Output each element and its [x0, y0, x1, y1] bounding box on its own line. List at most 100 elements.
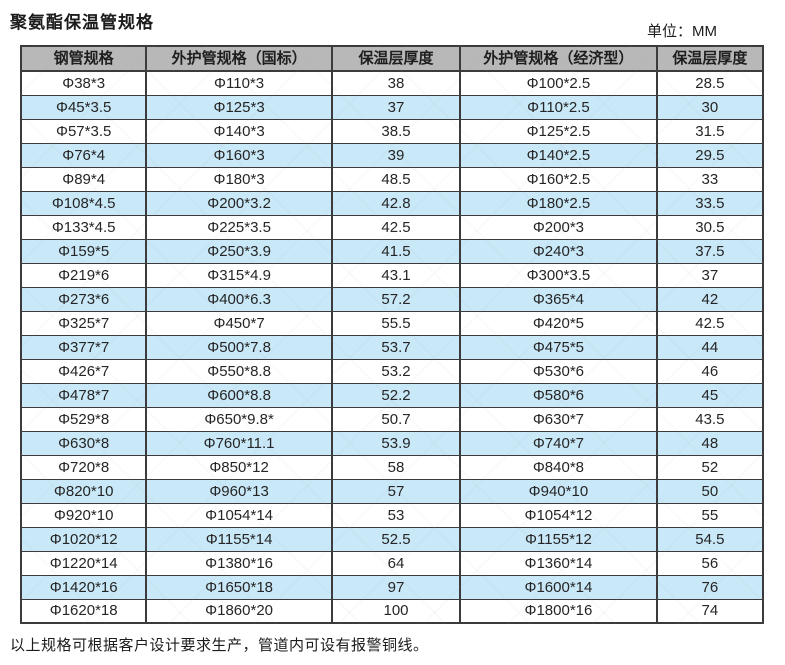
table-cell: Φ180*2.5	[459, 190, 658, 216]
table-cell: Φ125*2.5	[459, 118, 658, 144]
table-cell: 45	[655, 382, 765, 408]
table-cell: 30.5	[655, 214, 765, 240]
table-cell: Φ76*4	[19, 142, 148, 168]
table-row: Φ89*4 Φ180*3 48.5 Φ160*2.5 33	[19, 166, 765, 192]
table-cell: 42	[655, 286, 765, 312]
table-row: Φ57*3.5 Φ140*3 38.5 Φ125*2.5 31.5	[19, 118, 765, 144]
table-cell: 53.7	[330, 334, 462, 360]
spec-table-head: 钢管规格 外护管规格（国标） 保温层厚度 外护管规格（经济型） 保温层厚度	[19, 45, 765, 72]
table-cell: 56	[655, 550, 765, 576]
table-cell: Φ240*3	[459, 238, 658, 264]
table-cell: Φ1020*12	[19, 526, 148, 552]
table-cell: 55	[655, 502, 765, 528]
header-row: 钢管规格 外护管规格（国标） 保温层厚度 外护管规格（经济型） 保温层厚度	[19, 45, 765, 72]
table-cell: Φ478*7	[19, 382, 148, 408]
table-cell: 52	[655, 454, 765, 480]
table-cell: Φ850*12	[145, 454, 333, 480]
table-cell: Φ1800*16	[459, 598, 658, 624]
table-cell: Φ740*7	[459, 430, 658, 456]
table-cell: Φ100*2.5	[459, 70, 658, 96]
table-cell: Φ377*7	[19, 334, 148, 360]
table-cell: Φ89*4	[19, 166, 148, 192]
table-cell: Φ500*7.8	[145, 334, 333, 360]
table-cell: 53.9	[330, 430, 462, 456]
table-cell: 55.5	[330, 310, 462, 336]
table-row: Φ219*6 Φ315*4.9 43.1 Φ300*3.5 37	[19, 262, 765, 288]
table-cell: 31.5	[655, 118, 765, 144]
table-cell: 42.5	[655, 310, 765, 336]
table-cell: Φ110*2.5	[459, 94, 658, 120]
table-cell: Φ420*5	[459, 310, 658, 336]
table-row: Φ38*3 Φ110*3 38 Φ100*2.5 28.5	[19, 70, 765, 96]
table-cell: 52.5	[330, 526, 462, 552]
table-cell: Φ760*11.1	[145, 430, 333, 456]
table-cell: Φ200*3.2	[145, 190, 333, 216]
table-row: Φ630*8 Φ760*11.1 53.9 Φ740*7 48	[19, 430, 765, 456]
table-cell: 57.2	[330, 286, 462, 312]
table-cell: Φ57*3.5	[19, 118, 148, 144]
column-header: 外护管规格（经济型）	[459, 45, 658, 72]
table-cell: 37.5	[655, 238, 765, 264]
page-title: 聚氨酯保温管规格	[10, 13, 154, 32]
table-row: Φ920*10 Φ1054*14 53 Φ1054*12 55	[19, 502, 765, 528]
table-cell: Φ1220*14	[19, 550, 148, 576]
column-header: 钢管规格	[19, 45, 148, 72]
table-cell: Φ250*3.9	[145, 238, 333, 264]
table-cell: 48	[655, 430, 765, 456]
table-cell: 39	[330, 142, 462, 168]
table-cell: Φ1620*18	[19, 598, 148, 624]
table-cell: Φ1054*12	[459, 502, 658, 528]
table-cell: Φ426*7	[19, 358, 148, 384]
table-cell: Φ300*3.5	[459, 262, 658, 288]
table-cell: Φ920*10	[19, 502, 148, 528]
table-cell: 50.7	[330, 406, 462, 432]
table-cell: 29.5	[655, 142, 765, 168]
table-cell: 50	[655, 478, 765, 504]
spec-table-container: 钢管规格 外护管规格（国标） 保温层厚度 外护管规格（经济型） 保温层厚度 Φ38*3 Φ…	[19, 45, 765, 624]
table-cell: Φ600*8.8	[145, 382, 333, 408]
table-cell: 74	[655, 598, 765, 624]
table-cell: Φ133*4.5	[19, 214, 148, 240]
table-cell: 97	[330, 574, 462, 600]
table-cell: 33.5	[655, 190, 765, 216]
table-cell: 58	[330, 454, 462, 480]
table-cell: Φ225*3.5	[145, 214, 333, 240]
table-cell: Φ960*13	[145, 478, 333, 504]
table-cell: Φ108*4.5	[19, 190, 148, 216]
table-cell: Φ38*3	[19, 70, 148, 96]
table-cell: 54.5	[655, 526, 765, 552]
table-row: Φ1620*18 Φ1860*20 100 Φ1800*16 74	[19, 598, 765, 624]
table-cell: Φ650*9.8*	[145, 406, 333, 432]
table-row: Φ529*8 Φ650*9.8* 50.7 Φ630*7 43.5	[19, 406, 765, 432]
table-cell: 42.8	[330, 190, 462, 216]
table-cell: Φ1420*16	[19, 574, 148, 600]
table-cell: Φ140*2.5	[459, 142, 658, 168]
table-cell: Φ125*3	[145, 94, 333, 120]
table-row: Φ1020*12 Φ1155*14 52.5 Φ1155*12 54.5	[19, 526, 765, 552]
table-cell: 44	[655, 334, 765, 360]
table-cell: Φ630*7	[459, 406, 658, 432]
table-cell: 37	[330, 94, 462, 120]
table-cell: Φ840*8	[459, 454, 658, 480]
unit-label: 单位：MM	[647, 23, 717, 40]
table-cell: 42.5	[330, 214, 462, 240]
table-cell: Φ110*3	[145, 70, 333, 96]
table-cell: Φ365*4	[459, 286, 658, 312]
table-cell: Φ529*8	[19, 406, 148, 432]
table-cell: Φ45*3.5	[19, 94, 148, 120]
table-cell: 43.5	[655, 406, 765, 432]
table-row: Φ426*7 Φ550*8.8 53.2 Φ530*6 46	[19, 358, 765, 384]
table-cell: 57	[330, 478, 462, 504]
column-header: 保温层厚度	[330, 45, 462, 72]
table-cell: 53	[330, 502, 462, 528]
column-header: 外护管规格（国标）	[145, 45, 333, 72]
table-row: Φ273*6 Φ400*6.3 57.2 Φ365*4 42	[19, 286, 765, 312]
table-cell: Φ1860*20	[145, 598, 333, 624]
table-row: Φ820*10 Φ960*13 57 Φ940*10 50	[19, 478, 765, 504]
table-cell: Φ180*3	[145, 166, 333, 192]
table-cell: Φ720*8	[19, 454, 148, 480]
table-row: Φ45*3.5 Φ125*3 37 Φ110*2.5 30	[19, 94, 765, 120]
table-cell: Φ550*8.8	[145, 358, 333, 384]
table-cell: Φ400*6.3	[145, 286, 333, 312]
table-row: Φ1220*14 Φ1380*16 64 Φ1360*14 56	[19, 550, 765, 576]
